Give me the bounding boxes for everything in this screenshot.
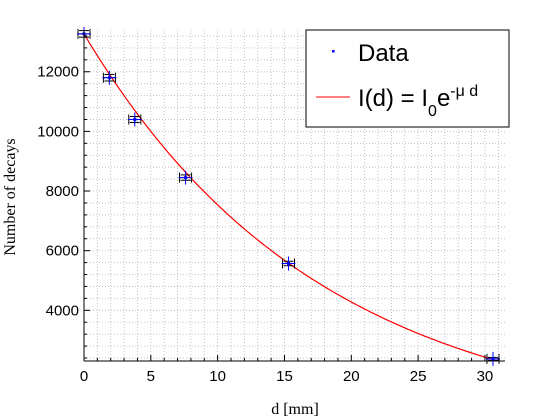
data-marker-dot [491,357,495,361]
legend-box [305,29,510,128]
data-point [485,351,500,366]
data-marker-dot [286,261,290,265]
y-tick-label: 8000 [46,183,79,200]
data-point [127,112,142,127]
data-marker-dot [107,76,111,80]
data-point [102,70,117,85]
legend-marker-data [332,50,335,53]
data-point [178,170,193,185]
y-tick-label: 12000 [37,64,79,81]
data-marker-dot [184,176,188,180]
legend-label-data: Data [358,40,409,67]
legend-label-fit: I(d) = I0e-μ d [358,83,478,120]
data-point [281,256,296,271]
grid [84,30,505,361]
axes [83,30,505,362]
y-axis-label: Number of decays [2,138,19,255]
legend: Data I(d) = I0e-μ d [305,29,510,128]
x-tick-label: 5 [147,368,155,385]
x-axis-label: d [mm] [271,401,319,418]
data-marker-dot [133,117,137,121]
x-tick-label: 20 [343,368,360,385]
y-tick-label: 10000 [37,123,79,140]
x-tick-label: 10 [209,368,226,385]
y-tick-label: 6000 [46,243,79,260]
x-tick-label: 25 [410,368,427,385]
y-tick-label: 4000 [46,302,79,319]
x-tick-label: 15 [276,368,293,385]
x-tick-label: 30 [477,368,494,385]
ticks: 0 5 10 15 20 25 30 4000 6000 8000 10000 12000 [37,35,499,385]
x-tick-label: 0 [80,368,88,385]
